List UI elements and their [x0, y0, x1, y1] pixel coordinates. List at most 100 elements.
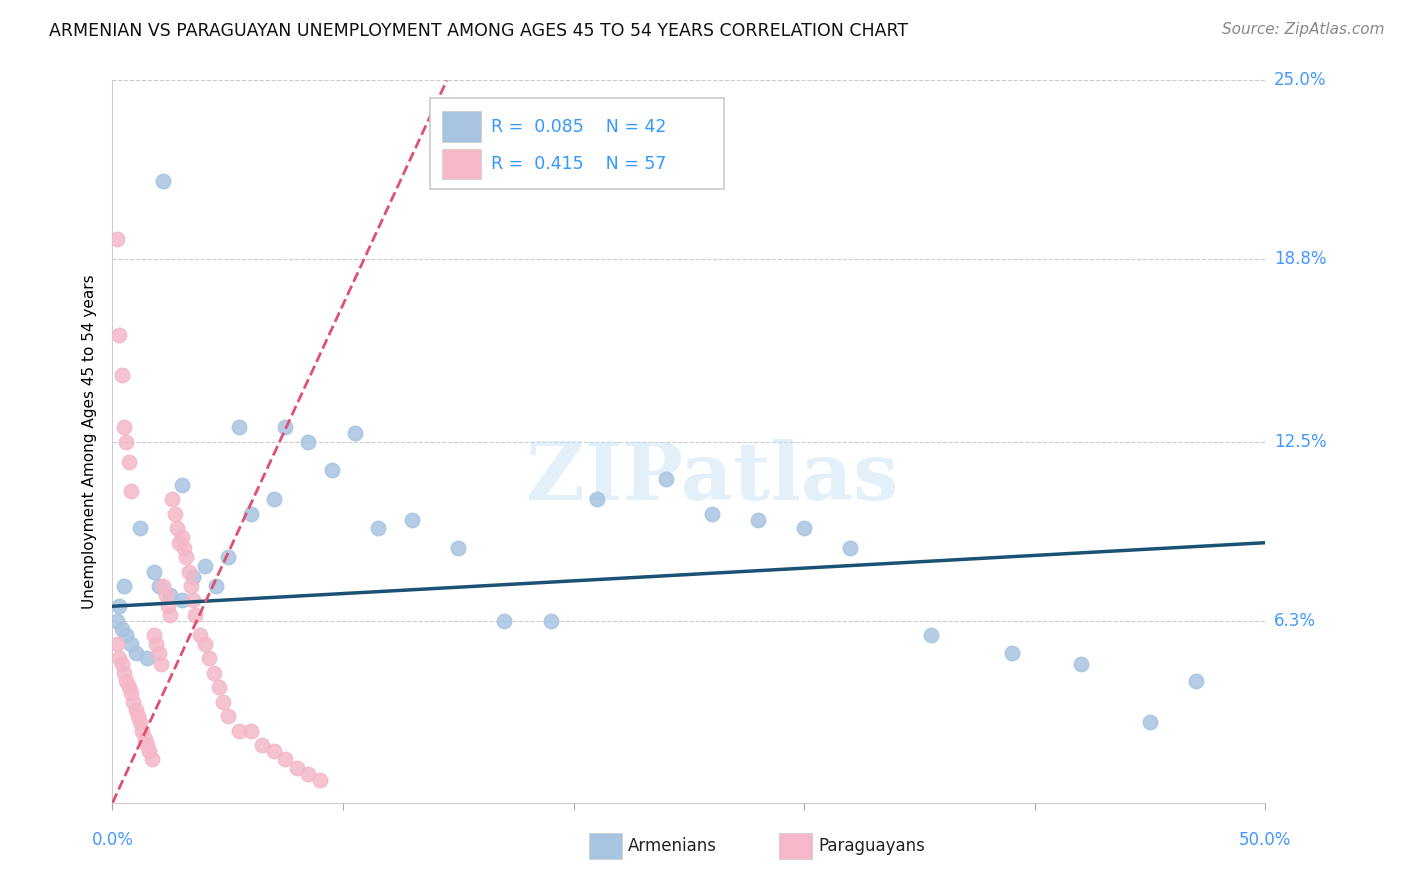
- Point: [148, 579, 170, 593]
- Point: [309, 772, 332, 787]
- Point: [173, 541, 195, 556]
- Text: Paraguayans: Paraguayans: [818, 838, 925, 855]
- Point: [198, 651, 221, 665]
- Text: 6.3%: 6.3%: [1274, 612, 1316, 630]
- Point: [188, 628, 211, 642]
- Point: [134, 732, 156, 747]
- Point: [143, 628, 166, 642]
- Point: [700, 507, 723, 521]
- Point: [141, 752, 163, 766]
- Point: [177, 565, 200, 579]
- Text: 50.0%: 50.0%: [1239, 830, 1292, 848]
- Point: [111, 623, 134, 637]
- Point: [166, 521, 188, 535]
- Point: [343, 425, 366, 440]
- Point: [115, 434, 138, 449]
- Point: [162, 492, 184, 507]
- Point: [367, 521, 389, 535]
- Point: [184, 607, 207, 622]
- Point: [321, 463, 343, 477]
- Point: [239, 723, 262, 738]
- Point: [839, 541, 862, 556]
- Point: [217, 709, 239, 723]
- Point: [155, 588, 177, 602]
- Text: Source: ZipAtlas.com: Source: ZipAtlas.com: [1222, 22, 1385, 37]
- Y-axis label: Unemployment Among Ages 45 to 54 years: Unemployment Among Ages 45 to 54 years: [82, 274, 97, 609]
- FancyBboxPatch shape: [430, 98, 724, 189]
- Point: [122, 695, 145, 709]
- Point: [136, 738, 159, 752]
- Point: [447, 541, 470, 556]
- Point: [174, 550, 197, 565]
- Text: ZIPatlas: ZIPatlas: [526, 439, 898, 516]
- Text: 25.0%: 25.0%: [1274, 71, 1326, 89]
- Point: [117, 455, 139, 469]
- Point: [159, 588, 181, 602]
- Text: R =  0.085    N = 42: R = 0.085 N = 42: [491, 118, 666, 136]
- Point: [655, 472, 678, 486]
- Point: [170, 530, 193, 544]
- Point: [136, 651, 159, 665]
- Point: [401, 512, 423, 526]
- Point: [138, 744, 160, 758]
- Point: [145, 637, 167, 651]
- Point: [112, 579, 135, 593]
- Point: [169, 535, 191, 549]
- Point: [1001, 646, 1024, 660]
- Point: [1070, 657, 1092, 671]
- Point: [170, 593, 193, 607]
- Point: [1139, 714, 1161, 729]
- Point: [205, 579, 228, 593]
- Point: [108, 651, 131, 665]
- Point: [228, 420, 250, 434]
- Point: [108, 599, 131, 614]
- Point: [747, 512, 769, 526]
- Point: [540, 614, 562, 628]
- Point: [115, 628, 138, 642]
- Point: [156, 599, 179, 614]
- Point: [228, 723, 250, 738]
- FancyBboxPatch shape: [443, 149, 481, 179]
- Point: [152, 579, 174, 593]
- Point: [148, 646, 170, 660]
- Point: [297, 767, 319, 781]
- Point: [212, 695, 235, 709]
- Point: [207, 680, 229, 694]
- Point: [494, 614, 516, 628]
- Point: [127, 709, 149, 723]
- Point: [129, 521, 152, 535]
- Point: [1185, 674, 1208, 689]
- Point: [115, 674, 138, 689]
- Point: [181, 570, 204, 584]
- Point: [117, 680, 139, 694]
- Point: [274, 420, 297, 434]
- Point: [105, 614, 128, 628]
- Point: [159, 607, 181, 622]
- Point: [131, 723, 153, 738]
- FancyBboxPatch shape: [589, 833, 621, 859]
- Point: [163, 507, 186, 521]
- FancyBboxPatch shape: [779, 833, 813, 859]
- Text: 0.0%: 0.0%: [91, 830, 134, 848]
- Point: [252, 738, 274, 752]
- Point: [105, 232, 128, 246]
- Point: [263, 744, 285, 758]
- Point: [149, 657, 172, 671]
- Point: [105, 637, 128, 651]
- Point: [143, 565, 166, 579]
- Text: 18.8%: 18.8%: [1274, 251, 1326, 268]
- Point: [111, 368, 134, 382]
- Point: [263, 492, 285, 507]
- Text: 12.5%: 12.5%: [1274, 433, 1326, 450]
- Point: [585, 492, 607, 507]
- Point: [112, 420, 135, 434]
- Point: [202, 665, 225, 680]
- Text: Armenians: Armenians: [628, 838, 717, 855]
- Text: R =  0.415    N = 57: R = 0.415 N = 57: [491, 155, 666, 173]
- Point: [217, 550, 239, 565]
- Text: ARMENIAN VS PARAGUAYAN UNEMPLOYMENT AMONG AGES 45 TO 54 YEARS CORRELATION CHART: ARMENIAN VS PARAGUAYAN UNEMPLOYMENT AMON…: [49, 22, 908, 40]
- Point: [112, 665, 135, 680]
- Point: [108, 327, 131, 342]
- Point: [120, 686, 142, 700]
- Point: [170, 478, 193, 492]
